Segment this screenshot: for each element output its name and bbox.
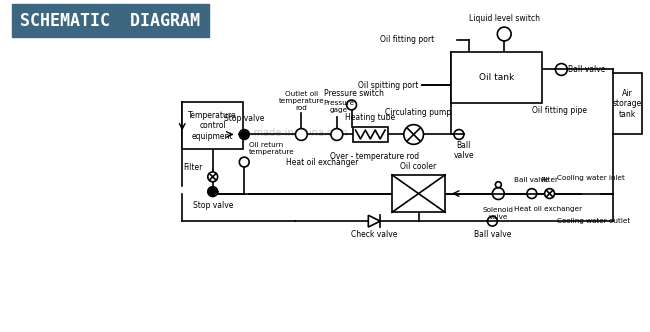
Circle shape <box>488 216 497 226</box>
Text: Oil fitting pipe: Oil fitting pipe <box>532 106 587 115</box>
Circle shape <box>527 189 537 199</box>
Text: Air
storage
tank: Air storage tank <box>613 89 642 119</box>
Circle shape <box>497 27 511 41</box>
Text: Cooling water inlet: Cooling water inlet <box>558 175 625 181</box>
Text: Pressure switch: Pressure switch <box>324 89 384 98</box>
Circle shape <box>239 157 249 167</box>
Text: Heat oil exchanger: Heat oil exchanger <box>514 206 582 212</box>
Text: Oil cooler: Oil cooler <box>400 161 437 171</box>
Text: Filter: Filter <box>541 177 558 183</box>
Text: Stop valve: Stop valve <box>224 114 265 123</box>
Bar <box>352 127 388 142</box>
Text: Heating tube: Heating tube <box>345 113 395 122</box>
Text: SCHEMATIC  DIAGRAM: SCHEMATIC DIAGRAM <box>20 12 200 30</box>
Polygon shape <box>208 192 218 197</box>
Text: Liquid level switch: Liquid level switch <box>469 14 540 23</box>
Text: Oil tank: Oil tank <box>479 73 514 82</box>
Text: Check valve: Check valve <box>351 230 397 239</box>
Circle shape <box>346 100 356 110</box>
Bar <box>182 102 243 149</box>
Bar <box>12 4 209 37</box>
Text: Over - temperature rod: Over - temperature rod <box>330 152 419 161</box>
Bar <box>612 73 642 134</box>
Circle shape <box>556 63 567 75</box>
Text: Pressure
gage: Pressure gage <box>323 100 354 114</box>
Text: Heat oil exchanger: Heat oil exchanger <box>285 158 358 167</box>
Polygon shape <box>239 134 249 139</box>
Circle shape <box>331 128 343 140</box>
Polygon shape <box>208 187 218 192</box>
Bar <box>451 52 541 103</box>
Text: Oil fitting port: Oil fitting port <box>380 36 434 44</box>
Text: Oil spitting port: Oil spitting port <box>358 81 419 90</box>
Text: Stop valve: Stop valve <box>192 201 233 210</box>
Text: Oil return
temperature: Oil return temperature <box>249 142 295 155</box>
Bar <box>392 175 445 212</box>
Circle shape <box>404 124 424 144</box>
Text: Ball valve: Ball valve <box>514 177 549 183</box>
Text: Ball valve: Ball valve <box>568 65 606 74</box>
Circle shape <box>296 128 307 140</box>
Circle shape <box>454 129 464 139</box>
Circle shape <box>493 188 504 200</box>
Circle shape <box>495 182 501 188</box>
Text: Ball valve: Ball valve <box>474 230 511 239</box>
Text: Filter: Filter <box>183 163 203 172</box>
Circle shape <box>208 172 218 182</box>
Circle shape <box>545 189 554 199</box>
Text: njbuying.en.made-in-china.com: njbuying.en.made-in-china.com <box>194 127 348 137</box>
Circle shape <box>239 129 249 139</box>
Polygon shape <box>239 129 249 134</box>
Text: Outlet oil
temperature
rod: Outlet oil temperature rod <box>278 91 324 111</box>
Text: Solenoid
valve: Solenoid valve <box>483 207 514 220</box>
Text: Cooling water outlet: Cooling water outlet <box>558 218 630 224</box>
Text: Temperature
control
equipment: Temperature control equipment <box>188 111 237 140</box>
Text: Circulating pump: Circulating pump <box>385 108 452 117</box>
Circle shape <box>208 187 218 197</box>
Text: Ball
valve: Ball valve <box>454 140 474 160</box>
